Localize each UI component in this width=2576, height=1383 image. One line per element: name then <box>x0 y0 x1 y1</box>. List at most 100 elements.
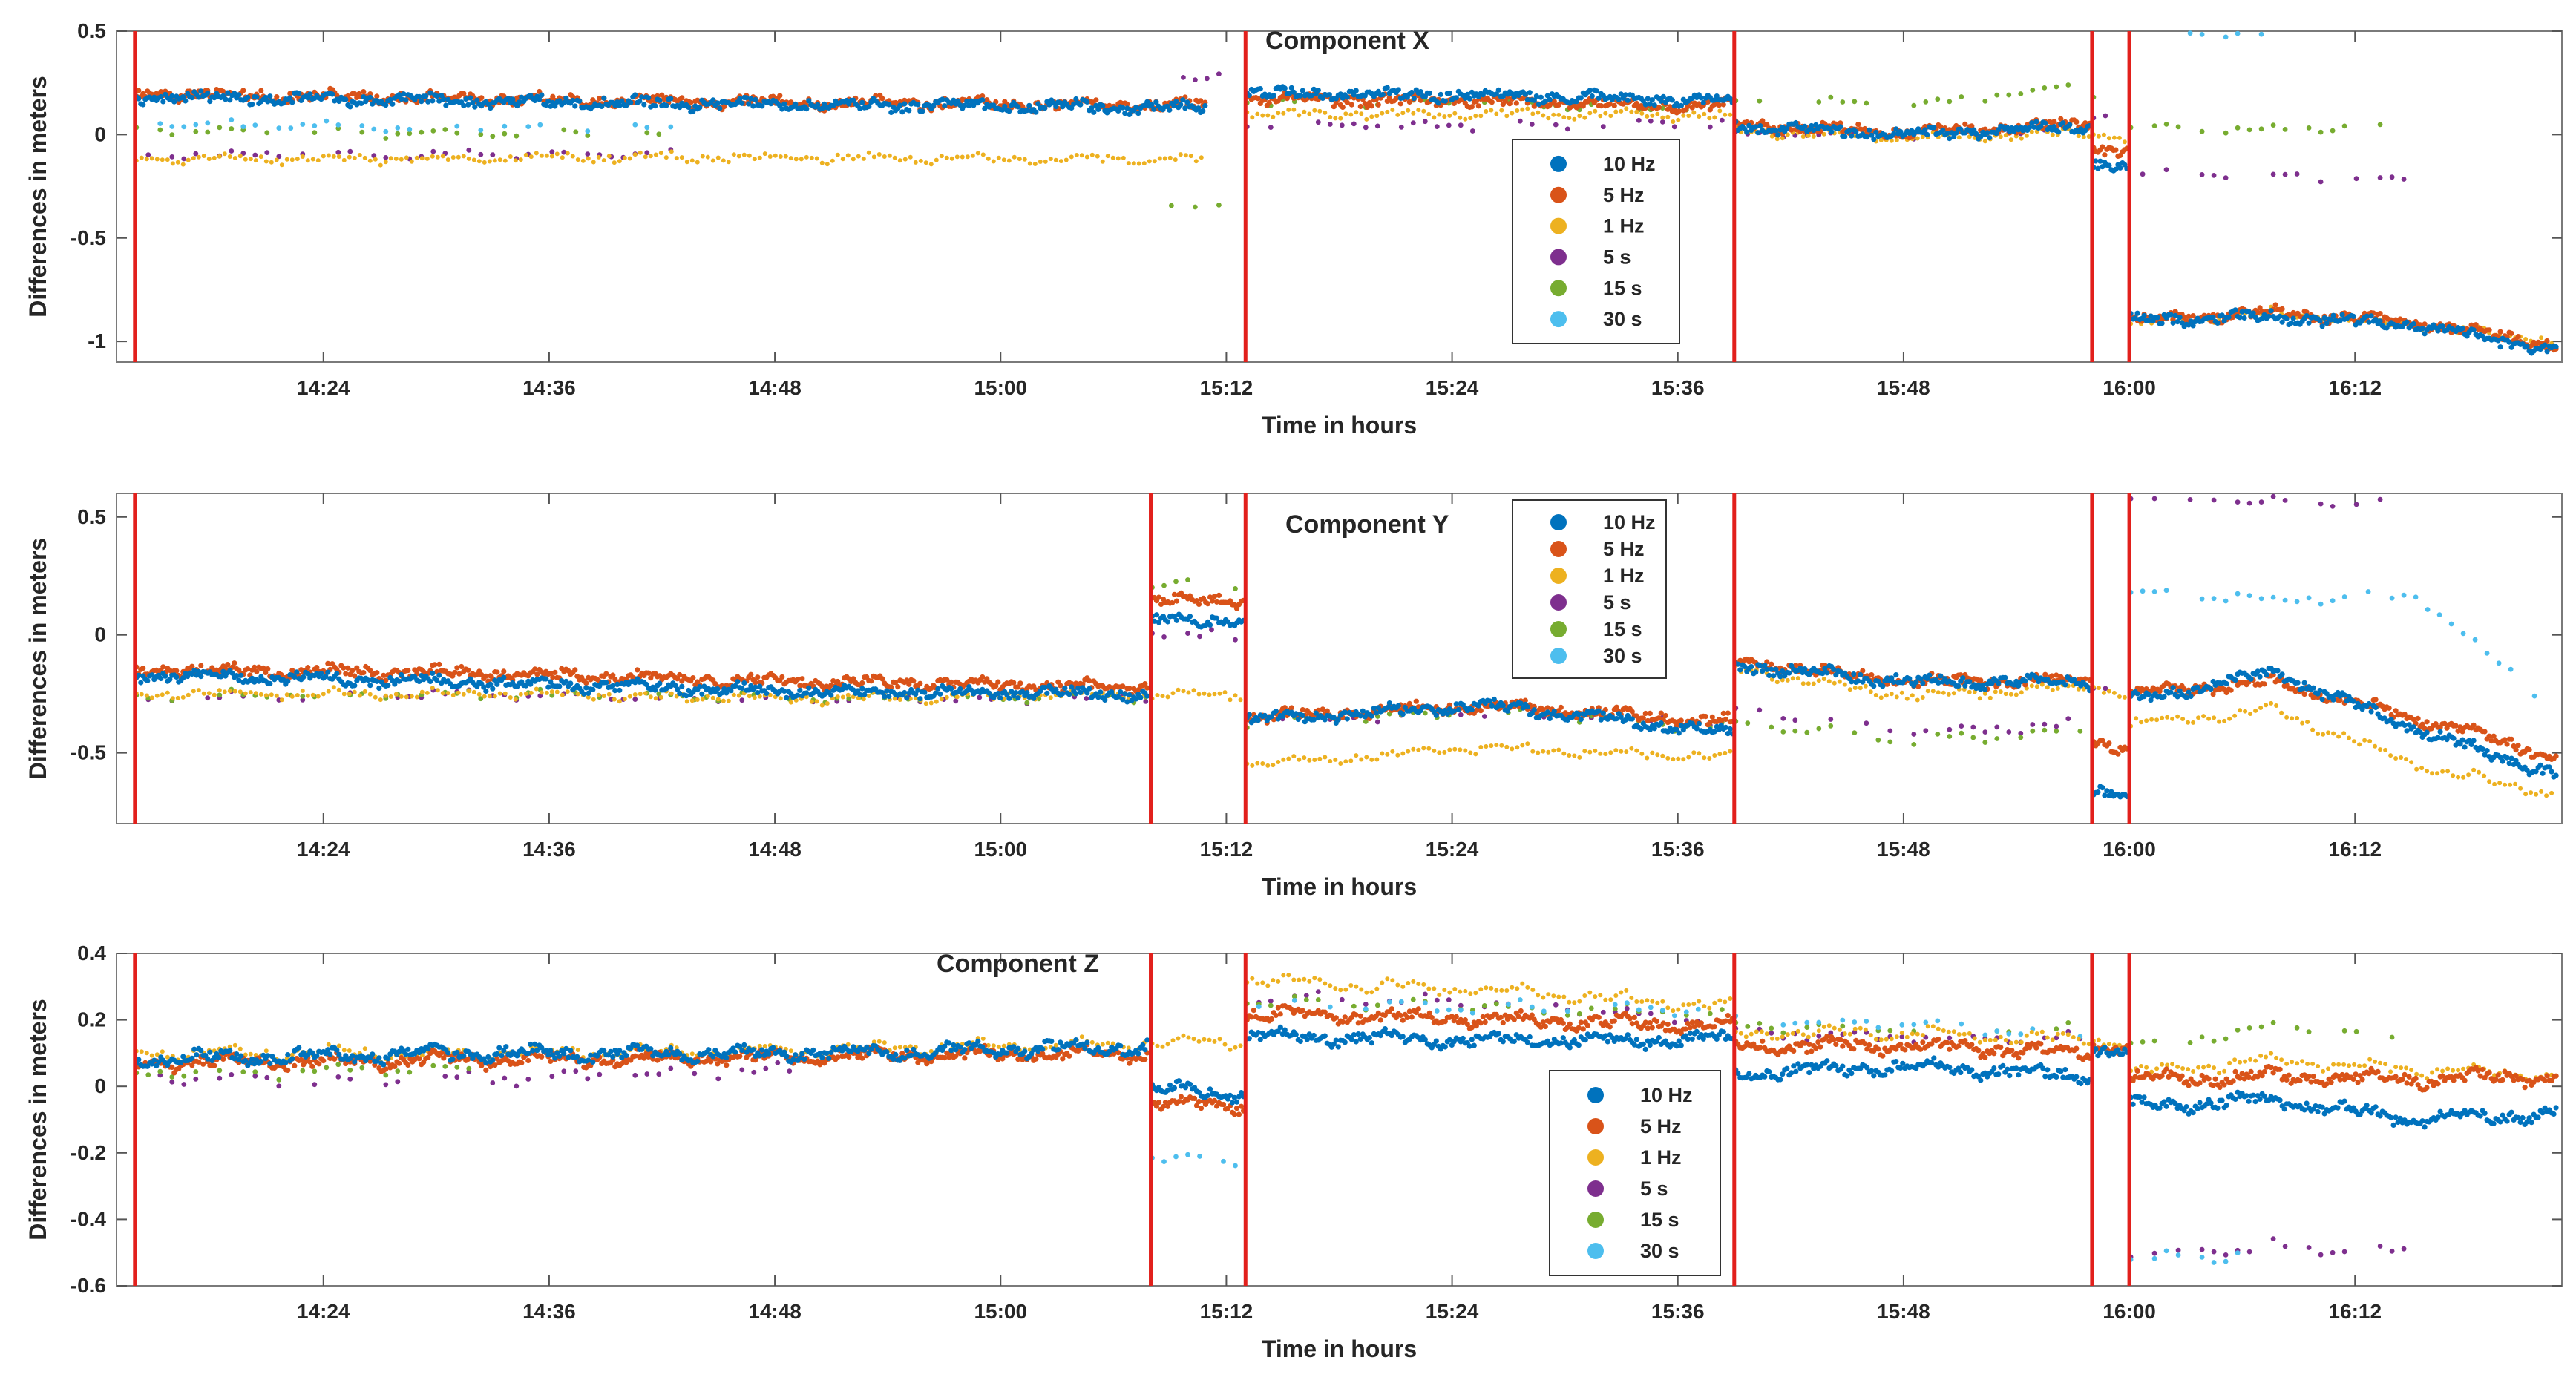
data-point-5s <box>1316 119 1321 125</box>
data-point-10hz <box>2233 307 2238 312</box>
x-tick-label: 15:36 <box>1651 376 1705 399</box>
data-point-1hz <box>2019 137 2024 141</box>
data-point-5s <box>2200 172 2205 177</box>
data-point-1hz <box>498 157 502 162</box>
data-point-10hz <box>710 97 715 102</box>
data-point-10hz <box>2351 314 2356 319</box>
data-point-1hz <box>1426 746 1431 751</box>
data-point-15s <box>2235 125 2241 131</box>
data-point-5hz <box>646 671 651 676</box>
data-point-15s <box>1757 99 1762 104</box>
data-point-1hz <box>1343 111 1348 116</box>
data-point-1hz <box>555 151 560 156</box>
y-tick-label: -0.5 <box>71 741 106 764</box>
data-point-5s <box>1268 125 1274 130</box>
data-point-1hz <box>1864 684 1868 689</box>
data-point-1hz <box>2030 683 2034 688</box>
data-point-10hz <box>390 102 395 107</box>
data-point-1hz <box>1551 749 1556 753</box>
data-point-1hz <box>617 699 622 703</box>
data-point-1hz <box>1853 686 1858 690</box>
data-point-5hz <box>755 674 760 680</box>
data-point-5hz <box>2280 306 2285 312</box>
data-point-1hz <box>1250 115 1254 119</box>
data-point-5s <box>2164 167 2169 172</box>
data-point-1hz <box>311 693 315 697</box>
data-point-10hz <box>1594 88 1599 93</box>
data-point-1hz <box>1385 110 1389 114</box>
data-point-1hz <box>1702 755 1706 760</box>
data-point-1hz <box>591 160 596 165</box>
data-point-1hz <box>140 692 144 697</box>
data-point-15s <box>2247 128 2252 133</box>
data-point-1hz <box>695 160 700 165</box>
data-point-5s <box>1216 71 1222 76</box>
data-point-10hz <box>1438 92 1443 97</box>
legend-marker-15s <box>1550 280 1567 296</box>
data-point-10hz <box>2331 313 2336 318</box>
data-point-1hz <box>472 158 476 162</box>
data-point-10hz <box>686 105 691 110</box>
data-point-1hz <box>1676 757 1680 761</box>
data-point-1hz <box>893 156 897 160</box>
data-point-10hz <box>183 98 188 103</box>
data-point-10hz <box>577 99 582 104</box>
data-point-15s <box>1959 731 1964 736</box>
data-point-15s <box>2176 125 2181 130</box>
data-point-1hz <box>1197 692 1202 697</box>
data-point-1hz <box>1179 152 1183 157</box>
data-point-1hz <box>1525 106 1530 111</box>
data-point-10hz <box>1256 717 1261 723</box>
data-point-30s <box>205 120 210 125</box>
data-point-1hz <box>1101 160 1105 164</box>
data-point-10hz <box>2440 323 2445 329</box>
data-point-1hz <box>560 693 565 697</box>
data-point-5hz <box>140 666 145 671</box>
data-point-1hz <box>919 159 923 163</box>
data-point-1hz <box>1437 113 1441 117</box>
data-point-30s <box>181 124 186 129</box>
data-point-1hz <box>197 155 201 160</box>
data-point-1hz <box>1171 691 1176 695</box>
data-point-1hz <box>690 158 695 162</box>
data-point-5s <box>2295 171 2300 177</box>
data-point-30s <box>2223 35 2229 40</box>
data-point-1hz <box>1473 752 1478 756</box>
data-point-1hz <box>1546 116 1550 120</box>
data-point-15s <box>1161 583 1167 588</box>
data-point-5hz <box>436 662 442 667</box>
data-point-1hz <box>607 154 612 158</box>
data-point-1hz <box>1915 698 1920 703</box>
data-point-1hz <box>410 160 414 164</box>
data-point-1hz <box>1838 680 1842 684</box>
data-point-5hz <box>552 670 557 675</box>
data-point-1hz <box>1064 158 1069 162</box>
data-point-1hz <box>1520 743 1524 747</box>
data-point-10hz <box>1100 103 1105 108</box>
data-point-10hz <box>1670 97 1675 102</box>
data-point-1hz <box>145 157 149 161</box>
data-point-1hz <box>1239 697 1243 702</box>
data-point-1hz <box>763 151 767 156</box>
y-tick-label: 0.5 <box>77 505 106 528</box>
data-point-10hz <box>1454 95 1459 100</box>
data-point-10hz <box>828 692 833 697</box>
data-point-1hz <box>566 689 570 694</box>
data-point-1hz <box>633 692 638 697</box>
data-point-1hz <box>669 692 674 696</box>
data-point-1hz <box>436 155 440 160</box>
data-point-10hz <box>748 96 753 102</box>
data-point-10hz <box>1073 691 1078 696</box>
data-point-1hz <box>550 154 554 159</box>
data-point-15s <box>229 126 234 131</box>
data-point-10hz <box>1396 703 1401 709</box>
data-point-10hz <box>2411 321 2416 326</box>
data-point-10hz <box>1630 716 1635 721</box>
data-point-10hz <box>1867 128 1872 133</box>
data-point-5s <box>347 149 353 154</box>
data-point-10hz <box>1006 108 1012 114</box>
data-point-1hz <box>773 154 778 158</box>
data-point-1hz <box>1530 111 1535 116</box>
y-tick-label: 0.5 <box>77 19 106 42</box>
data-point-10hz <box>1294 711 1299 716</box>
